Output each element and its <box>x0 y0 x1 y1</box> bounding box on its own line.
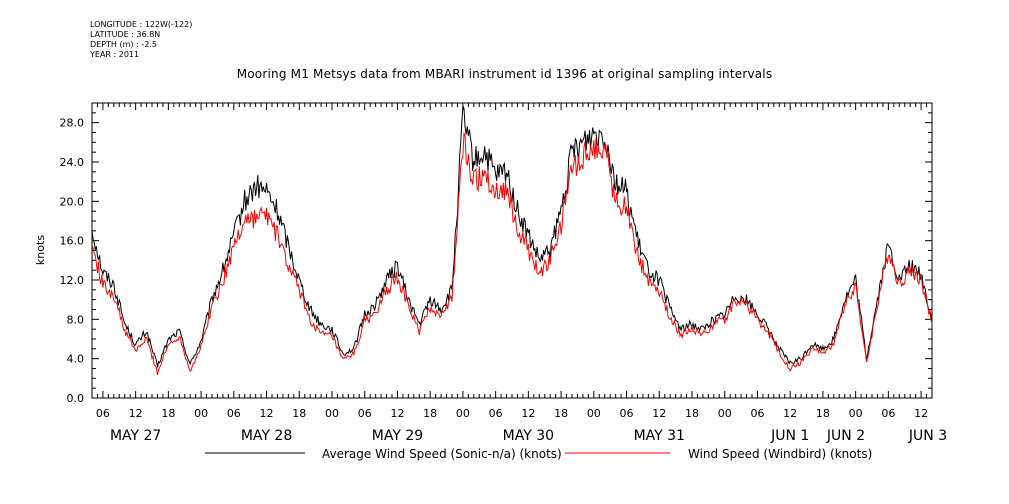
x-date-label: MAY 28 <box>241 428 292 444</box>
x-date-label: MAY 30 <box>503 428 554 444</box>
x-hour-label: 18 <box>554 407 568 420</box>
legend-label-series-1: Average Wind Speed (Sonic-n/a) (knots) <box>322 447 562 461</box>
series-line-1 <box>91 105 933 368</box>
x-date-label: JUN 3 <box>908 428 947 444</box>
x-date-label: JUN 1 <box>770 428 809 444</box>
y-tick-label: 24.0 <box>60 156 85 169</box>
x-hour-label: 18 <box>161 407 175 420</box>
x-hour-label: 00 <box>849 407 863 420</box>
x-hour-label: 12 <box>260 407 274 420</box>
x-hour-label: 00 <box>587 407 601 420</box>
legend: Average Wind Speed (Sonic-n/a) (knots) Wi… <box>205 447 872 461</box>
metadata-block: LONGITUDE : 122W(-122) LATITUDE : 36.8N … <box>90 20 192 60</box>
y-tick-label: 16.0 <box>60 235 85 248</box>
x-hour-label: 00 <box>456 407 470 420</box>
x-hour-label: 12 <box>129 407 143 420</box>
y-tick-label: 8.0 <box>67 313 85 326</box>
depth-label: DEPTH (m) : -2.5 <box>90 40 157 49</box>
x-hour-label: 18 <box>685 407 699 420</box>
x-hour-label: 00 <box>325 407 339 420</box>
y-tick-label: 4.0 <box>67 353 85 366</box>
x-hour-label: 18 <box>816 407 830 420</box>
x-hour-label: 12 <box>914 407 928 420</box>
latitude-label: LATITUDE : 36.8N <box>90 30 161 39</box>
series-line-2 <box>91 132 933 375</box>
chart-title: Mooring M1 Metsys data from MBARI instru… <box>236 67 773 81</box>
x-hour-label: 00 <box>194 407 208 420</box>
x-hour-label: 06 <box>620 407 634 420</box>
year-label: YEAR : 2011 <box>90 50 140 59</box>
y-tick-label: 20.0 <box>60 195 85 208</box>
x-hour-label: 06 <box>227 407 241 420</box>
y-tick-label: 28.0 <box>60 117 85 130</box>
y-axis: 0.0 4.0 8.0 12.0 16.0 20.0 24.0 28.0 <box>60 102 932 405</box>
legend-label-series-2: Wind Speed (Windbird) (knots) <box>688 447 872 461</box>
y-tick-label: 12.0 <box>60 274 85 287</box>
y-axis-label: knots <box>34 235 47 265</box>
x-hour-label: 12 <box>783 407 797 420</box>
x-date-label: MAY 27 <box>110 428 161 444</box>
x-hour-label: 12 <box>652 407 666 420</box>
x-hour-label: 12 <box>521 407 535 420</box>
x-hour-label: 06 <box>881 407 895 420</box>
x-hour-label: 06 <box>358 407 372 420</box>
series-lines <box>91 105 933 375</box>
x-date-label: MAY 31 <box>634 428 685 444</box>
x-date-label: MAY 29 <box>372 428 423 444</box>
x-hour-label: 18 <box>292 407 306 420</box>
x-hour-label: 12 <box>390 407 404 420</box>
x-axis: 06 12 18 00 06 12 18 00 06 12 18 00 06 12 18 00 06 12 18 00… <box>91 103 947 444</box>
longitude-label: LONGITUDE : 122W(-122) <box>90 20 193 29</box>
y-tick-label: 0.0 <box>67 392 85 405</box>
x-hour-label: 00 <box>718 407 732 420</box>
x-hour-label: 06 <box>750 407 764 420</box>
x-date-label: JUN 2 <box>826 428 865 444</box>
x-hour-label: 06 <box>489 407 503 420</box>
x-hour-label: 18 <box>423 407 437 420</box>
x-hour-label: 06 <box>96 407 110 420</box>
